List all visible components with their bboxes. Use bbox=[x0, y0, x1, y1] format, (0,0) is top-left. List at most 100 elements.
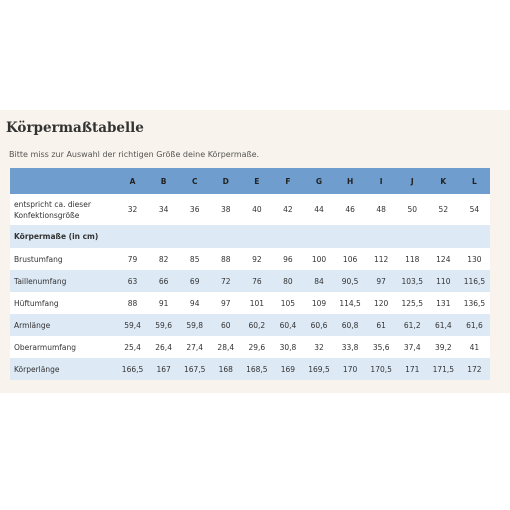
table-cell: 63 bbox=[117, 270, 149, 292]
table-cell: 66 bbox=[148, 270, 180, 292]
table-cell: 168 bbox=[210, 358, 242, 380]
table-cell: 94 bbox=[179, 292, 211, 314]
table-row: Armlänge 59,4 59,6 59,8 60 60,2 60,4 60,… bbox=[10, 314, 490, 336]
table-header-row: A B C D E F G H I J K L bbox=[10, 168, 490, 194]
table-cell: 44 bbox=[303, 194, 335, 225]
size-header-cell: G bbox=[303, 168, 335, 194]
table-cell: 32 bbox=[117, 194, 149, 225]
table-cell: 41 bbox=[458, 336, 490, 358]
section-label: Körpermaße (in cm) bbox=[10, 225, 490, 248]
table-cell: 88 bbox=[117, 292, 149, 314]
table-cell: 61,6 bbox=[458, 314, 490, 336]
row-label: Brustumfang bbox=[10, 248, 117, 270]
table-cell: 91 bbox=[148, 292, 180, 314]
size-header-cell: F bbox=[272, 168, 304, 194]
table-cell: 36 bbox=[179, 194, 211, 225]
table-cell: 118 bbox=[396, 248, 428, 270]
table-cell: 112 bbox=[365, 248, 397, 270]
page-title: Körpermaßtabelle bbox=[6, 120, 144, 136]
table-cell: 34 bbox=[148, 194, 180, 225]
table-cell: 82 bbox=[148, 248, 180, 270]
row-label: entspricht ca. dieser Konfektionsgröße bbox=[10, 194, 117, 225]
table-cell: 125,5 bbox=[396, 292, 428, 314]
table-cell: 167 bbox=[148, 358, 180, 380]
table-cell: 61 bbox=[365, 314, 397, 336]
table-cell: 60,2 bbox=[241, 314, 273, 336]
row-label: Körperlänge bbox=[10, 358, 117, 380]
table-cell: 48 bbox=[365, 194, 397, 225]
table-cell: 39,2 bbox=[427, 336, 459, 358]
table-cell: 59,8 bbox=[179, 314, 211, 336]
table-cell: 116,5 bbox=[458, 270, 490, 292]
table-cell: 90,5 bbox=[334, 270, 366, 292]
table-cell: 69 bbox=[179, 270, 211, 292]
table-cell: 76 bbox=[241, 270, 273, 292]
table-cell: 92 bbox=[241, 248, 273, 270]
table-cell: 85 bbox=[179, 248, 211, 270]
table-cell: 42 bbox=[272, 194, 304, 225]
page-subtitle: Bitte miss zur Auswahl der richtigen Grö… bbox=[9, 150, 260, 159]
table-cell: 170 bbox=[334, 358, 366, 380]
table-cell: 130 bbox=[458, 248, 490, 270]
table-cell: 166,5 bbox=[117, 358, 149, 380]
table-row-konfektion: entspricht ca. dieser Konfektionsgröße 3… bbox=[10, 194, 490, 225]
table-cell: 110 bbox=[427, 270, 459, 292]
table-cell: 106 bbox=[334, 248, 366, 270]
table-cell: 171 bbox=[396, 358, 428, 380]
table-cell: 61,2 bbox=[396, 314, 428, 336]
table-row: Taillenumfang 63 66 69 72 76 80 84 90,5 … bbox=[10, 270, 490, 292]
table-row: Hüftumfang 88 91 94 97 101 105 109 114,5… bbox=[10, 292, 490, 314]
size-header-cell: H bbox=[334, 168, 366, 194]
table-cell: 84 bbox=[303, 270, 335, 292]
table-cell: 37,4 bbox=[396, 336, 428, 358]
table-cell: 96 bbox=[272, 248, 304, 270]
table-cell: 61,4 bbox=[427, 314, 459, 336]
table-cell: 30,8 bbox=[272, 336, 304, 358]
table-cell: 114,5 bbox=[334, 292, 366, 314]
table-cell: 60,8 bbox=[334, 314, 366, 336]
table-cell: 26,4 bbox=[148, 336, 180, 358]
table-row: Körperlänge 166,5 167 167,5 168 168,5 16… bbox=[10, 358, 490, 380]
row-label: Armlänge bbox=[10, 314, 117, 336]
table-cell: 101 bbox=[241, 292, 273, 314]
table-cell: 60,4 bbox=[272, 314, 304, 336]
table-cell: 52 bbox=[427, 194, 459, 225]
size-header-cell: C bbox=[179, 168, 211, 194]
table-cell: 60,6 bbox=[303, 314, 335, 336]
table-cell: 109 bbox=[303, 292, 335, 314]
table-cell: 40 bbox=[241, 194, 273, 225]
table-cell: 32 bbox=[303, 336, 335, 358]
table-cell: 105 bbox=[272, 292, 304, 314]
row-label: Oberarmumfang bbox=[10, 336, 117, 358]
table-cell: 167,5 bbox=[179, 358, 211, 380]
size-header-cell: A bbox=[117, 168, 149, 194]
size-header-cell: I bbox=[365, 168, 397, 194]
header-corner-cell bbox=[10, 168, 117, 194]
table-cell: 28,4 bbox=[210, 336, 242, 358]
table-cell: 25,4 bbox=[117, 336, 149, 358]
table-cell: 54 bbox=[458, 194, 490, 225]
size-header-cell: J bbox=[396, 168, 428, 194]
table-row: Oberarmumfang 25,4 26,4 27,4 28,4 29,6 3… bbox=[10, 336, 490, 358]
table-cell: 124 bbox=[427, 248, 459, 270]
table-cell: 169,5 bbox=[303, 358, 335, 380]
table-cell: 100 bbox=[303, 248, 335, 270]
table-cell: 46 bbox=[334, 194, 366, 225]
table-cell: 35,6 bbox=[365, 336, 397, 358]
table-cell: 97 bbox=[365, 270, 397, 292]
size-header-cell: D bbox=[210, 168, 242, 194]
table-cell: 169 bbox=[272, 358, 304, 380]
table-row: Brustumfang 79 82 85 88 92 96 100 106 11… bbox=[10, 248, 490, 270]
size-header-cell: E bbox=[241, 168, 273, 194]
table-cell: 171,5 bbox=[427, 358, 459, 380]
table-cell: 79 bbox=[117, 248, 149, 270]
table-cell: 38 bbox=[210, 194, 242, 225]
table-cell: 136,5 bbox=[458, 292, 490, 314]
table-cell: 59,6 bbox=[148, 314, 180, 336]
table-cell: 59,4 bbox=[117, 314, 149, 336]
table-cell: 60 bbox=[210, 314, 242, 336]
table-cell: 120 bbox=[365, 292, 397, 314]
table-cell: 50 bbox=[396, 194, 428, 225]
table-cell: 172 bbox=[458, 358, 490, 380]
table-cell: 80 bbox=[272, 270, 304, 292]
